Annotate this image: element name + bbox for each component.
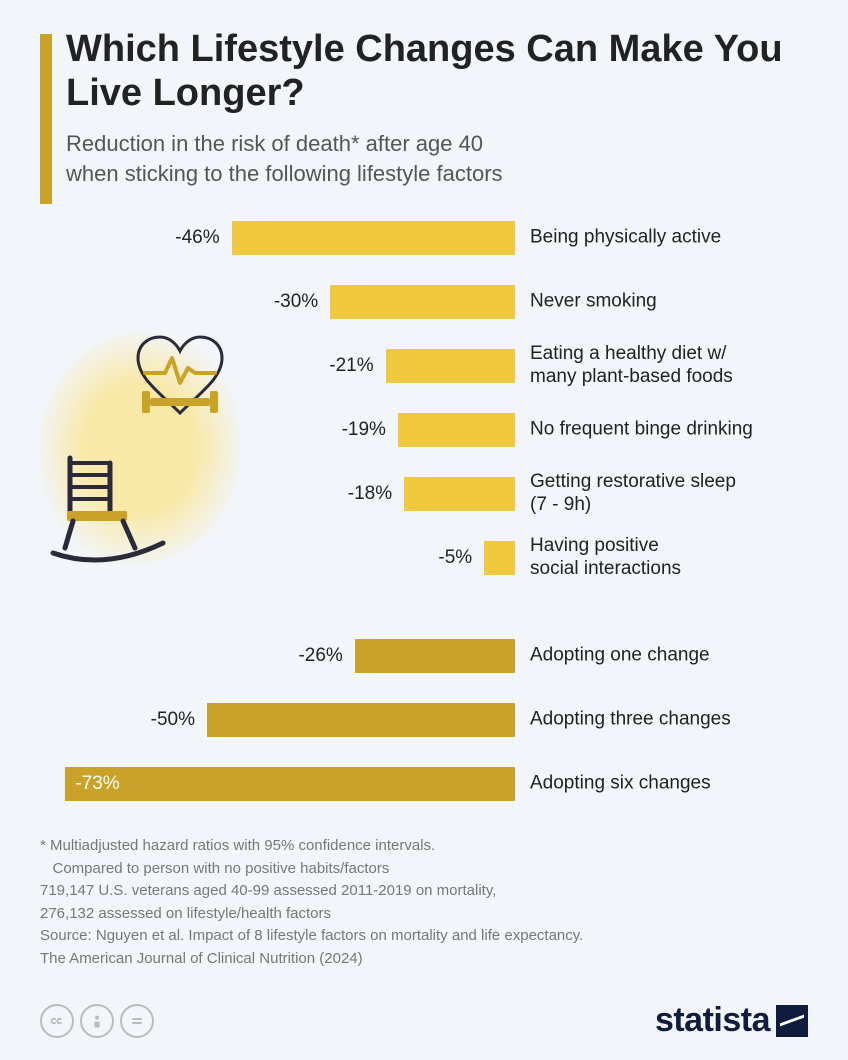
bar-value-label: -50% [151, 709, 195, 731]
bar-value-label: -21% [329, 355, 373, 377]
bar-rect [398, 413, 515, 447]
bar-description: Being physically active [530, 226, 721, 249]
statista-logo: statista [655, 1001, 808, 1040]
bar-row: -50% Adopting three changes [40, 695, 808, 745]
cc-license-icons [40, 1004, 154, 1038]
logo-text: statista [655, 1001, 770, 1040]
bar-row: -5% Having positivesocial interactions [40, 533, 808, 583]
bar-value-label: -5% [438, 547, 472, 569]
bar-row: -30% Never smoking [40, 277, 808, 327]
footnote-line: Source: Nguyen et al. Impact of 8 lifest… [40, 925, 583, 948]
bar-description: Having positivesocial interactions [530, 535, 681, 581]
footer: statista [40, 1001, 808, 1040]
bar-value-label: -18% [348, 483, 392, 505]
bar-value-label: -19% [342, 419, 386, 441]
bar-description: Adopting six changes [530, 772, 711, 795]
bar-rect [355, 639, 515, 673]
subtitle-line-2: when sticking to the following lifestyle… [66, 161, 503, 186]
bar-rect [207, 703, 515, 737]
footnote-line: * Multiadjusted hazard ratios with 95% c… [40, 835, 583, 858]
bar-value-label: -26% [298, 645, 342, 667]
chart-area: -46% Being physically active -30% Never smo… [40, 213, 808, 833]
bar-rect [232, 221, 515, 255]
cc-icon [40, 1004, 74, 1038]
bar-rect [65, 767, 515, 801]
footnote-line: 276,132 assessed on lifestyle/health fac… [40, 903, 583, 926]
bar-rect [484, 541, 515, 575]
bar-row: -18% Getting restorative sleep(7 - 9h) [40, 469, 808, 519]
bar-value-label: -30% [274, 291, 318, 313]
subtitle-line-1: Reduction in the risk of death* after ag… [66, 131, 483, 156]
footnote-line: 719,147 U.S. veterans aged 40-99 assesse… [40, 880, 583, 903]
footnotes: * Multiadjusted hazard ratios with 95% c… [40, 835, 583, 970]
title-accent-bar [40, 34, 52, 204]
title-block: Which Lifestyle Changes Can Make You Liv… [40, 28, 808, 189]
bar-row: -19% No frequent binge drinking [40, 405, 808, 455]
bar-description: No frequent binge drinking [530, 418, 753, 441]
chart-subtitle: Reduction in the risk of death* after ag… [66, 129, 808, 188]
bar-row: -26% Adopting one change [40, 631, 808, 681]
logo-mark-icon [776, 1005, 808, 1037]
nd-icon [120, 1004, 154, 1038]
bar-description: Never smoking [530, 290, 657, 313]
by-icon [80, 1004, 114, 1038]
bar-value-label: -73% [75, 773, 119, 795]
bar-description: Eating a healthy diet w/many plant-based… [530, 343, 733, 389]
bar-description: Getting restorative sleep(7 - 9h) [530, 471, 736, 517]
section-gap [40, 597, 808, 617]
bar-rect [386, 349, 515, 383]
bar-row: -73% Adopting six changes [40, 759, 808, 809]
bar-rect [404, 477, 515, 511]
bar-rect [330, 285, 515, 319]
chart-title: Which Lifestyle Changes Can Make You Liv… [66, 28, 808, 115]
bar-description: Adopting three changes [530, 708, 731, 731]
bar-row: -21% Eating a healthy diet w/many plant-b… [40, 341, 808, 391]
bar-row: -46% Being physically active [40, 213, 808, 263]
bar-value-label: -46% [175, 227, 219, 249]
footnote-line: Compared to person with no positive habi… [40, 858, 583, 881]
bars-container: -46% Being physically active -30% Never smo… [40, 213, 808, 823]
bar-description: Adopting one change [530, 644, 710, 667]
footnote-line: The American Journal of Clinical Nutriti… [40, 948, 583, 971]
